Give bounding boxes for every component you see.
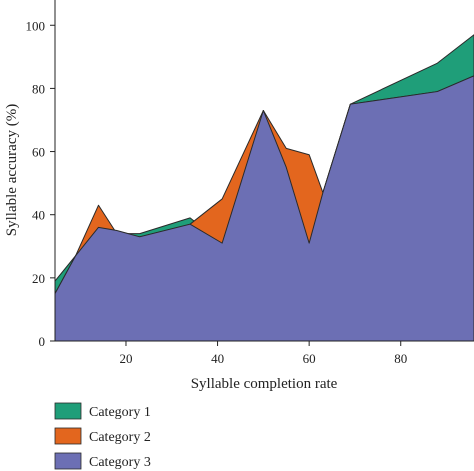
legend-label-3: Category 3 — [89, 455, 151, 470]
x-axis-label: Syllable completion rate — [191, 376, 338, 392]
legend-swatch-2 — [54, 427, 82, 445]
area-series-3 — [54, 75, 474, 342]
x-tick-label: 40 — [211, 351, 224, 366]
y-tick-label: 40 — [32, 208, 45, 223]
y-tick-label: 100 — [26, 18, 46, 33]
y-tick-label: 20 — [32, 271, 45, 286]
x-tick-label: 80 — [394, 351, 407, 366]
x-tick-label: 60 — [303, 351, 316, 366]
area-series-group — [54, 34, 474, 342]
x-axis-ticks: 20 40 60 80 — [119, 341, 407, 366]
y-tick-label: 0 — [39, 334, 46, 349]
x-tick-label: 20 — [119, 351, 132, 366]
y-axis-label: Syllable accuracy (%) — [4, 104, 20, 236]
legend-label-2: Category 2 — [89, 430, 151, 445]
legend-swatch-3 — [54, 452, 82, 470]
legend-label-1: Category 1 — [89, 405, 151, 420]
y-tick-label: 80 — [32, 81, 45, 96]
y-axis-ticks: 0 20 40 60 80 100 — [26, 18, 55, 349]
y-tick-label: 60 — [32, 145, 45, 160]
legend-swatch-1 — [54, 402, 82, 420]
legend: Category 1 Category 2 Category 3 — [54, 402, 151, 470]
